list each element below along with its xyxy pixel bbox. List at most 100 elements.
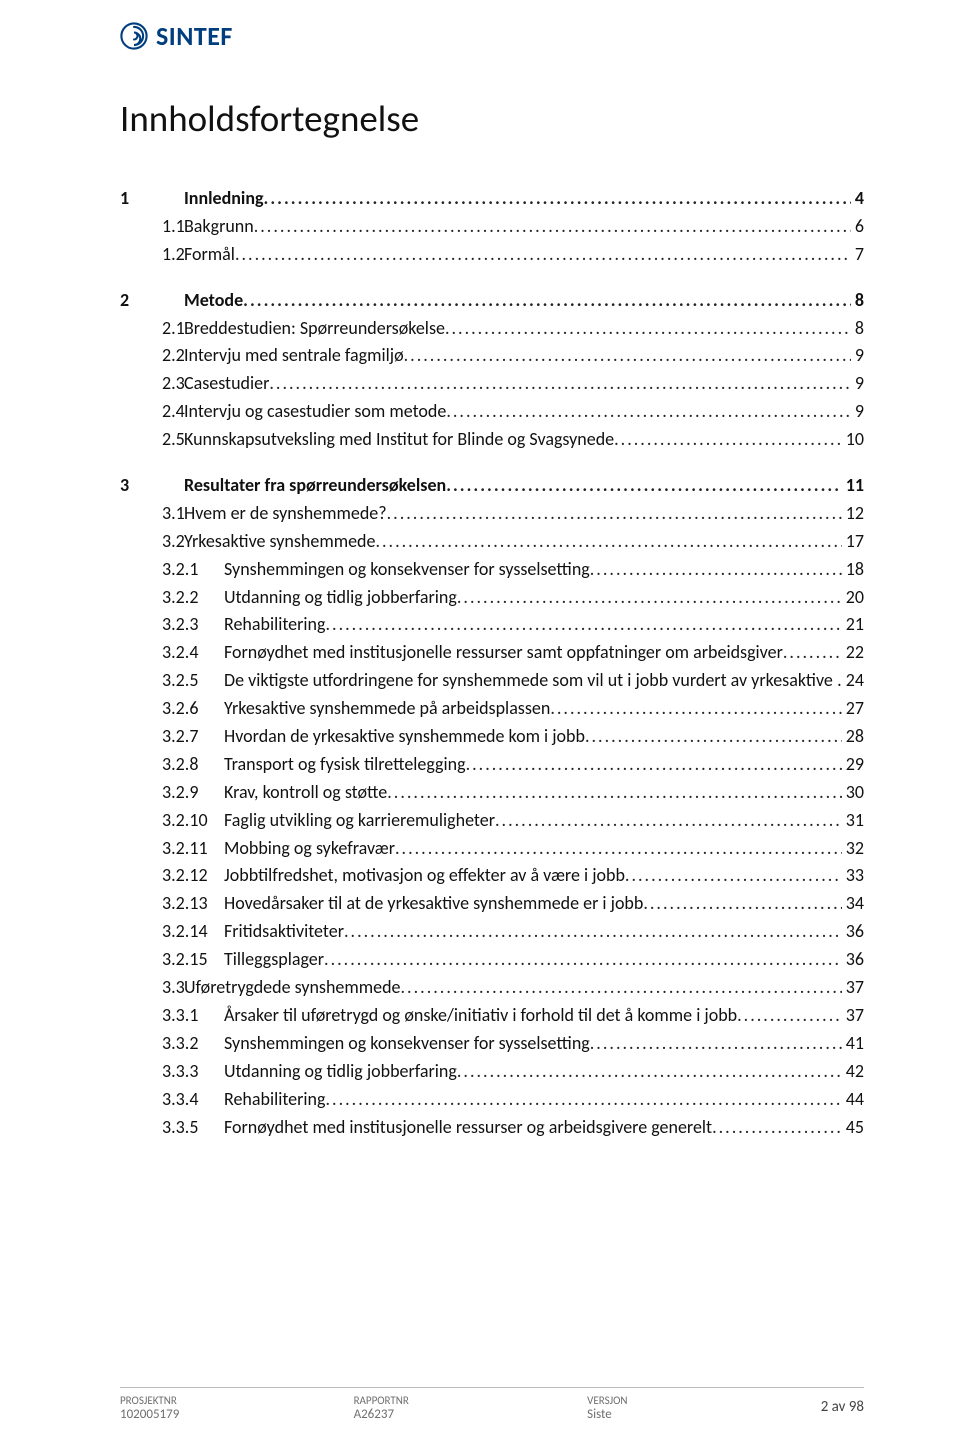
toc-page: 17	[842, 528, 864, 556]
toc-number: 3.2.10	[120, 807, 224, 835]
toc-label: Utdanning og tidlig jobberfaring	[224, 1058, 457, 1086]
toc-entry[interactable]: 1.2Formål7	[120, 241, 864, 269]
toc-entry[interactable]: 3.3.5Fornøydhet med institusjonelle ress…	[120, 1114, 864, 1142]
toc-number: 3.2.15	[120, 946, 224, 974]
toc-entry[interactable]: 3.3.4Rehabilitering44	[120, 1086, 864, 1114]
toc-page: 36	[842, 946, 864, 974]
toc-page: 7	[851, 241, 864, 269]
toc-number: 3.2.2	[120, 584, 224, 612]
toc-entry[interactable]: 3Resultater fra spørreundersøkelsen11	[120, 472, 864, 500]
toc-entry[interactable]: 3.2.8Transport og fysisk tilrettelegging…	[120, 751, 864, 779]
toc-label: Tilleggsplager	[224, 946, 324, 974]
toc-leader-dots	[457, 584, 842, 612]
toc-entry[interactable]: 3.2.11Mobbing og sykefravær32	[120, 835, 864, 863]
toc-number: 3	[120, 472, 184, 500]
toc-entry[interactable]: 3.2Yrkesaktive synshemmede17	[120, 528, 864, 556]
toc-entry[interactable]: 3.2.2Utdanning og tidlig jobberfaring20	[120, 584, 864, 612]
toc-entry[interactable]: 2.5Kunnskapsutveksling med Institut for …	[120, 426, 864, 454]
footer-version: VERSJON Siste	[587, 1394, 821, 1422]
toc-leader-dots	[395, 835, 842, 863]
toc-number: 3.3	[120, 974, 184, 1002]
toc-label: Intervju med sentrale fagmiljø	[184, 342, 404, 370]
toc-entry[interactable]: 3.3.2Synshemmingen og konsekvenser for s…	[120, 1030, 864, 1058]
toc-number: 1	[120, 185, 184, 213]
toc-number: 3.2.14	[120, 918, 224, 946]
toc-entry[interactable]: 3.2.3Rehabilitering21	[120, 611, 864, 639]
toc-label: Formål	[184, 241, 235, 269]
toc-page: 6	[851, 213, 864, 241]
toc-label: Uføretrygdede synshemmede	[184, 974, 401, 1002]
footer-project-label: PROSJEKTNR	[120, 1394, 354, 1407]
toc-page: 12	[842, 500, 864, 528]
toc-page: 37	[842, 1002, 864, 1030]
toc-entry[interactable]: 3.3Uføretrygdede synshemmede37	[120, 974, 864, 1002]
toc-entry[interactable]: 2.3Casestudier9	[120, 370, 864, 398]
toc-entry[interactable]: 3.2.13Hovedårsaker til at de yrkesaktive…	[120, 890, 864, 918]
toc-page: 45	[842, 1114, 864, 1142]
footer-version-label: VERSJON	[587, 1394, 821, 1407]
toc-leader-dots	[585, 723, 842, 751]
toc-number: 3.2.4	[120, 639, 224, 667]
toc-entry[interactable]: 3.2.5De viktigste utfordringene for syns…	[120, 667, 864, 695]
toc-label: Fritidsaktiviteter	[224, 918, 344, 946]
toc-entry[interactable]: 3.2.4Fornøydhet med institusjonelle ress…	[120, 639, 864, 667]
toc-label: Synshemmingen og konsekvenser for syssel…	[224, 556, 590, 584]
toc-page: 42	[842, 1058, 864, 1086]
toc-entry[interactable]: 2.4Intervju og casestudier som metode9	[120, 398, 864, 426]
toc-entry[interactable]: 3.3.3Utdanning og tidlig jobberfaring42	[120, 1058, 864, 1086]
toc-label: Mobbing og sykefravær	[224, 835, 395, 863]
toc-entry[interactable]: 2.1Breddestudien: Spørreundersøkelse8	[120, 315, 864, 343]
toc-label: Jobbtilfredshet, motivasjon og effekter …	[224, 862, 625, 890]
toc-leader-dots	[783, 639, 842, 667]
toc-label: Årsaker til uføretrygd og ønske/initiati…	[224, 1002, 737, 1030]
toc-page: 8	[851, 287, 864, 315]
toc-page: 10	[842, 426, 864, 454]
toc-page: 30	[842, 779, 864, 807]
toc-label: Hvordan de yrkesaktive synshemmede kom i…	[224, 723, 585, 751]
toc-entry[interactable]: 3.2.1Synshemmingen og konsekvenser for s…	[120, 556, 864, 584]
page-footer: PROSJEKTNR 102005179 RAPPORTNR A26237 VE…	[120, 1387, 864, 1422]
toc-leader-dots	[712, 1114, 842, 1142]
toc-label: Metode	[184, 287, 243, 315]
toc-number: 3.3.2	[120, 1030, 224, 1058]
toc-entry[interactable]: 3.2.15Tilleggsplager 36	[120, 946, 864, 974]
toc-entry[interactable]: 3.2.9Krav, kontroll og støtte30	[120, 779, 864, 807]
toc-entry[interactable]: 2.2Intervju med sentrale fagmiljø9	[120, 342, 864, 370]
toc-page: 18	[842, 556, 864, 584]
toc-number: 2.3	[120, 370, 184, 398]
toc-entry[interactable]: 3.3.1Årsaker til uføretrygd og ønske/ini…	[120, 1002, 864, 1030]
toc-leader-dots	[344, 918, 842, 946]
toc-entry[interactable]: 2Metode 8	[120, 287, 864, 315]
toc-entry[interactable]: 3.2.10Faglig utvikling og karrieremuligh…	[120, 807, 864, 835]
toc-number: 3.3.4	[120, 1086, 224, 1114]
toc-leader-dots	[446, 398, 851, 426]
toc-number: 3.2.12	[120, 862, 224, 890]
toc-label: Transport og fysisk tilrettelegging	[224, 751, 466, 779]
toc-entry[interactable]: 1.1Bakgrunn6	[120, 213, 864, 241]
toc-label: Casestudier	[184, 370, 269, 398]
toc-label: Rehabilitering	[224, 611, 325, 639]
toc-number: 2	[120, 287, 184, 315]
toc-page: 29	[842, 751, 864, 779]
toc-label: Fornøydhet med institusjonelle ressurser…	[224, 639, 783, 667]
toc-page: 11	[842, 472, 864, 500]
toc-entry[interactable]: 3.2.7Hvordan de yrkesaktive synshemmede …	[120, 723, 864, 751]
toc-entry[interactable]: 3.2.6Yrkesaktive synshemmede på arbeidsp…	[120, 695, 864, 723]
toc-entry[interactable]: 3.2.14Fritidsaktiviteter36	[120, 918, 864, 946]
toc-entry[interactable]: 3.1Hvem er de synshemmede?12	[120, 500, 864, 528]
toc-page: . 24	[833, 667, 864, 695]
toc-label: Utdanning og tidlig jobberfaring	[224, 584, 457, 612]
toc-leader-dots	[590, 556, 842, 584]
toc-leader-dots	[495, 807, 842, 835]
toc-label: Rehabilitering	[224, 1086, 325, 1114]
toc-entry[interactable]: 3.2.12Jobbtilfredshet, motivasjon og eff…	[120, 862, 864, 890]
toc-leader-dots	[590, 1030, 842, 1058]
toc-page: 31	[842, 807, 864, 835]
toc-label: Innledning	[184, 185, 264, 213]
toc-entry[interactable]: 1Innledning4	[120, 185, 864, 213]
toc-number: 3.2.1	[120, 556, 224, 584]
page: SINTEF Innholdsfortegnelse 1Innledning41…	[0, 0, 960, 1456]
toc-leader-dots	[550, 695, 841, 723]
toc-number: 3.2.11	[120, 835, 224, 863]
toc-number: 3.3.5	[120, 1114, 224, 1142]
